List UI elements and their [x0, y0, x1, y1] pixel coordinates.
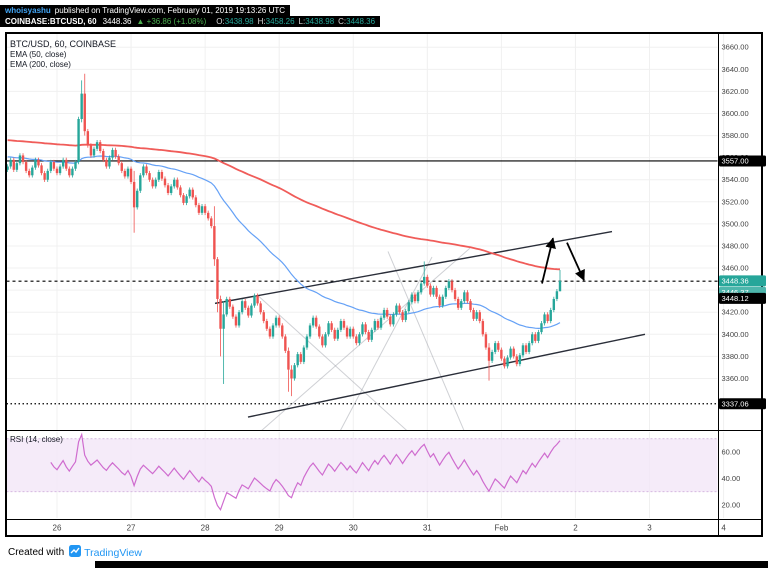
svg-text:20.00: 20.00: [722, 501, 741, 510]
svg-text:Feb: Feb: [494, 524, 508, 533]
high-value: 3458.26: [265, 17, 295, 26]
svg-text:28: 28: [201, 524, 210, 533]
tradingview-brand-link[interactable]: TradingView: [84, 546, 142, 559]
author-link[interactable]: whoisyashu: [5, 6, 51, 15]
svg-text:3380.00: 3380.00: [722, 352, 749, 361]
svg-text:3448.12: 3448.12: [722, 294, 749, 303]
svg-text:3460.00: 3460.00: [722, 264, 749, 273]
svg-text:3520.00: 3520.00: [722, 197, 749, 206]
symbol-info-bar: COINBASE:BTCUSD, 60 3448.36 ▲ +36.86 (+1.0…: [0, 16, 381, 27]
svg-text:3: 3: [647, 524, 652, 533]
svg-text:3580.00: 3580.00: [722, 131, 749, 140]
svg-text:3620.00: 3620.00: [722, 87, 749, 96]
last-price-text: 3448.36: [102, 17, 132, 26]
svg-text:60.00: 60.00: [722, 448, 741, 457]
svg-text:3480.00: 3480.00: [722, 241, 749, 250]
publish-text: published on TradingView.com, February 0…: [54, 6, 286, 15]
svg-text:40.00: 40.00: [722, 474, 741, 483]
svg-text:3660.00: 3660.00: [722, 43, 749, 52]
svg-text:4: 4: [721, 524, 726, 533]
svg-text:3500.00: 3500.00: [722, 219, 749, 228]
svg-text:27: 27: [127, 524, 136, 533]
tradingview-logo-icon[interactable]: [69, 545, 82, 560]
svg-text:30: 30: [349, 524, 358, 533]
footer: Created with TradingView: [8, 545, 142, 560]
svg-text:26: 26: [53, 524, 62, 533]
close-label: C:: [338, 17, 347, 26]
svg-text:3640.00: 3640.00: [722, 65, 749, 74]
high-label: H:: [257, 17, 266, 26]
close-value: 3448.36: [346, 17, 376, 26]
publish-info-row: whoisyashu published on TradingView.com, …: [0, 0, 291, 18]
price-change-text: ▲ +36.86 (+1.08%): [136, 17, 207, 26]
bottom-black-bar: [95, 561, 768, 568]
svg-text:3420.00: 3420.00: [722, 308, 749, 317]
publish-info-bar: whoisyashu published on TradingView.com, …: [0, 5, 291, 16]
low-value: 3438.98: [305, 17, 335, 26]
svg-text:2: 2: [573, 524, 578, 533]
svg-text:3360.00: 3360.00: [722, 374, 749, 383]
symbol-name: COINBASE:BTCUSD, 60: [5, 17, 97, 26]
svg-text:3448.36: 3448.36: [722, 277, 749, 286]
svg-text:29: 29: [275, 524, 284, 533]
low-label: L:: [298, 17, 306, 26]
svg-text:3400.00: 3400.00: [722, 330, 749, 339]
svg-text:3600.00: 3600.00: [722, 109, 749, 118]
open-label: O:: [216, 17, 225, 26]
svg-text:31: 31: [423, 524, 432, 533]
open-value: 3438.98: [224, 17, 254, 26]
svg-text:3446.37: 3446.37: [722, 288, 749, 297]
svg-text:3540.00: 3540.00: [722, 175, 749, 184]
svg-text:3557.00: 3557.00: [722, 157, 749, 166]
ohlc-values: O:3438.98 H:3458.26 L:3438.98 C:3448.36: [212, 17, 375, 26]
symbol-info-row: COINBASE:BTCUSD, 60 3448.36 ▲ +36.86 (+1.0…: [0, 11, 381, 29]
svg-text:3337.06: 3337.06: [722, 399, 749, 408]
created-with-text: Created with: [8, 547, 65, 558]
